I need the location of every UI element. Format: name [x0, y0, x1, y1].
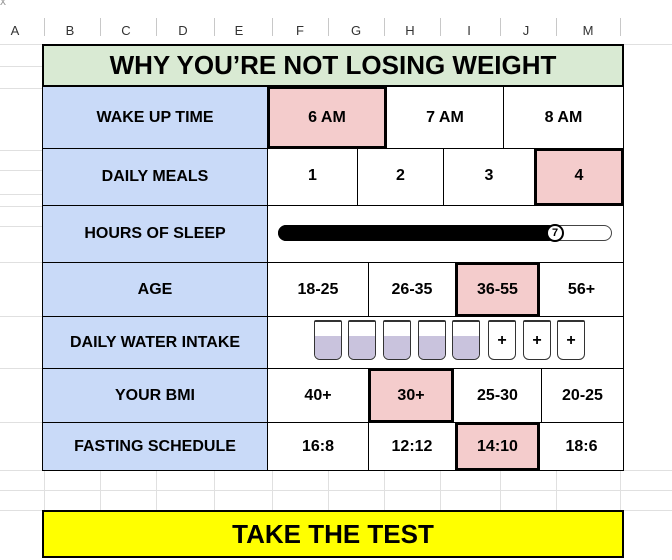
gridline [0, 316, 44, 317]
option-meals-3[interactable]: 3 [443, 148, 535, 206]
column-header-a[interactable]: A [10, 23, 20, 38]
gridline [0, 170, 44, 171]
option-age-56plus[interactable]: 56+ [539, 262, 624, 317]
water-cup-icon-filled[interactable] [452, 320, 480, 360]
gridline [440, 470, 441, 510]
option-bmi-40plus[interactable]: 40+ [267, 368, 369, 423]
gridline [0, 490, 672, 491]
sleep-slider-fill [278, 225, 556, 241]
column-separator [384, 18, 385, 36]
gridline [0, 262, 44, 263]
column-separator [620, 18, 621, 36]
gridline [0, 66, 44, 67]
option-age-26-35[interactable]: 26-35 [368, 262, 456, 317]
gridline [0, 206, 44, 207]
gridline [0, 150, 44, 151]
option-fasting-12-12[interactable]: 12:12 [368, 422, 456, 471]
gridline [0, 422, 44, 423]
sleep-slider-thumb[interactable]: 7 [546, 224, 564, 242]
column-header-c[interactable]: C [121, 23, 131, 38]
row-label-wake-up-time: WAKE UP TIME [42, 86, 268, 149]
option-bmi-30plus[interactable]: 30+ [368, 368, 454, 423]
gridline [0, 88, 44, 89]
row-label-your-bmi: YOUR BMI [42, 368, 268, 423]
gridline [214, 470, 215, 510]
option-bmi-20-25[interactable]: 20-25 [541, 368, 624, 423]
corner-mark: x [0, 0, 6, 8]
column-header-m[interactable]: M [582, 23, 594, 38]
row-label-age: AGE [42, 262, 268, 317]
add-water-cup-button[interactable]: + [557, 320, 585, 360]
gridline [0, 194, 44, 195]
add-water-cup-button[interactable]: + [523, 320, 551, 360]
column-header-j[interactable]: J [522, 23, 530, 38]
take-the-test-button[interactable]: TAKE THE TEST [42, 510, 624, 558]
column-separator [500, 18, 501, 36]
column-separator [156, 18, 157, 36]
column-separator [272, 18, 273, 36]
option-wake-6am[interactable]: 6 AM [267, 86, 387, 149]
option-wake-8am[interactable]: 8 AM [503, 86, 624, 149]
sleep-slider[interactable]: 7 [278, 224, 612, 242]
gridline [500, 470, 501, 510]
column-separator [328, 18, 329, 36]
gridline [44, 470, 45, 510]
column-header-b[interactable]: B [65, 23, 75, 38]
row-label-hours-of-sleep: HOURS OF SLEEP [42, 205, 268, 263]
gridline [556, 470, 557, 510]
column-separator [100, 18, 101, 36]
water-cup-icon-filled[interactable] [348, 320, 376, 360]
gridline [0, 226, 44, 227]
water-cup-icon-filled[interactable] [383, 320, 411, 360]
option-wake-7am[interactable]: 7 AM [386, 86, 504, 149]
option-bmi-25-30[interactable]: 25-30 [453, 368, 542, 423]
column-separator [440, 18, 441, 36]
add-water-cup-button[interactable]: + [488, 320, 516, 360]
option-meals-2[interactable]: 2 [357, 148, 444, 206]
option-age-18-25[interactable]: 18-25 [267, 262, 369, 317]
column-separator [556, 18, 557, 36]
gridline [0, 368, 44, 369]
option-meals-4[interactable]: 4 [534, 148, 624, 206]
gridline [620, 470, 621, 510]
water-cup-icon-filled[interactable] [418, 320, 446, 360]
page-title: WHY YOU’RE NOT LOSING WEIGHT [42, 44, 624, 87]
gridline [328, 470, 329, 510]
option-fasting-18-6[interactable]: 18:6 [539, 422, 624, 471]
gridline [156, 470, 157, 510]
water-cup-icon-filled[interactable] [314, 320, 342, 360]
column-separator [214, 18, 215, 36]
row-label-daily-meals: DAILY MEALS [42, 148, 268, 206]
option-meals-1[interactable]: 1 [267, 148, 358, 206]
column-header-h[interactable]: H [405, 23, 415, 38]
gridline [100, 470, 101, 510]
option-fasting-14-10[interactable]: 14:10 [455, 422, 540, 471]
column-header-e[interactable]: E [234, 23, 244, 38]
row-label-fasting-schedule: FASTING SCHEDULE [42, 422, 268, 471]
gridline [272, 470, 273, 510]
column-header-f[interactable]: F [296, 23, 304, 38]
column-header-d[interactable]: D [178, 23, 188, 38]
column-separator [44, 18, 45, 36]
option-fasting-16-8[interactable]: 16:8 [267, 422, 369, 471]
option-age-36-55[interactable]: 36-55 [455, 262, 540, 317]
row-label-daily-water-intake: DAILY WATER INTAKE [42, 316, 268, 369]
column-header-g[interactable]: G [350, 23, 362, 38]
column-header-i[interactable]: I [467, 23, 471, 38]
gridline [384, 470, 385, 510]
